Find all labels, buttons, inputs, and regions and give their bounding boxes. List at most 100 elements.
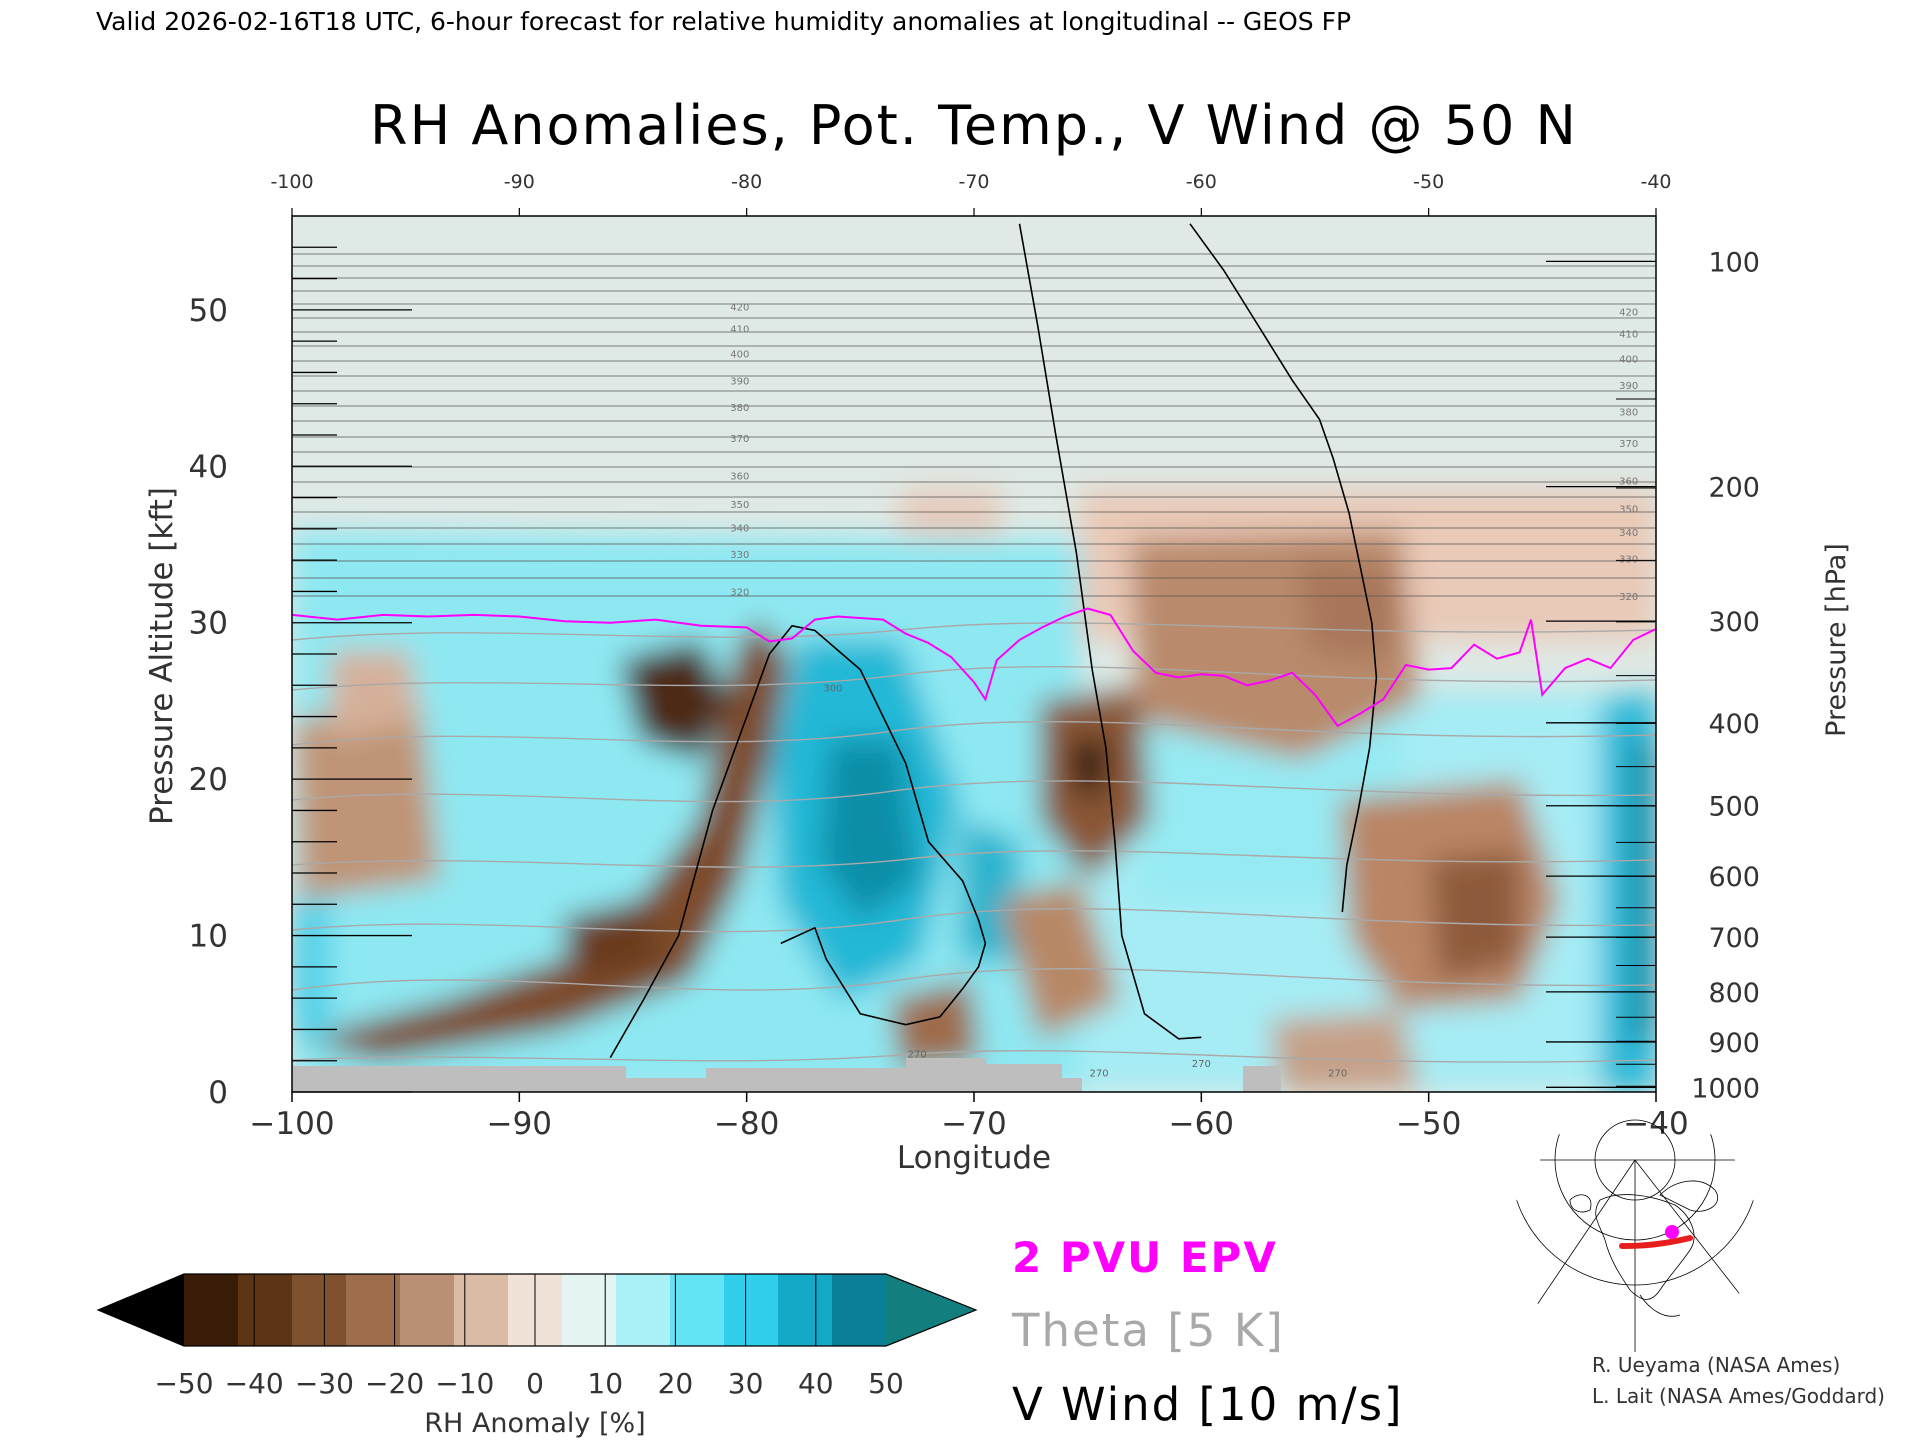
pressure-tick-label: 600 bbox=[1708, 862, 1760, 893]
legend-entry-2: V Wind [10 m/s] bbox=[1012, 1378, 1404, 1431]
pressure-tick-label: 800 bbox=[1708, 978, 1760, 1009]
theta-label: 320 bbox=[730, 587, 749, 598]
theta-label: 420 bbox=[730, 303, 749, 314]
pressure-axis: 100 200 300 400 500 600 700 800 900 1000 bbox=[1546, 247, 1760, 1104]
colorbar-tick-label: 10 bbox=[587, 1367, 623, 1400]
pressure-tick-label: 1000 bbox=[1691, 1073, 1760, 1104]
theta-label: 360 bbox=[1619, 476, 1638, 487]
colorbar-box bbox=[346, 1274, 401, 1346]
colorbar-tick-label: −50 bbox=[154, 1367, 213, 1400]
valid-line: Valid 2026-02-16T18 UTC, 6-hour forecast… bbox=[96, 7, 1351, 36]
colorbar-box bbox=[724, 1274, 779, 1346]
y-tick-label: 40 bbox=[189, 449, 228, 485]
top-tick-label: -100 bbox=[270, 171, 313, 193]
x-tick-label: −40 bbox=[1623, 1106, 1688, 1142]
theta-label: 270 bbox=[908, 1050, 927, 1061]
legend-entry-1: Theta [5 K] bbox=[1011, 1304, 1285, 1357]
y-tick-label: 30 bbox=[189, 606, 228, 642]
theta-label: 340 bbox=[1619, 528, 1638, 539]
x-tick-label: −90 bbox=[487, 1106, 552, 1142]
colorbar-box bbox=[238, 1274, 293, 1346]
x-axis: −100 −90 −80 −70 −60 −50 −40 bbox=[249, 1092, 1689, 1142]
theta-label: 270 bbox=[1089, 1068, 1108, 1079]
y-tick-label: 10 bbox=[189, 919, 228, 955]
top-tick-label: -90 bbox=[504, 171, 535, 193]
top-tick-label: -60 bbox=[1186, 171, 1217, 193]
chart-title: RH Anomalies, Pot. Temp., V Wind @ 50 N bbox=[370, 94, 1578, 157]
epv-2pvu bbox=[292, 607, 1656, 728]
colorbar-box bbox=[670, 1274, 725, 1346]
pressure-axis-label: Pressure [hPa] bbox=[1821, 543, 1852, 737]
map-marker bbox=[1665, 1225, 1679, 1239]
legend-entry-0: 2 PVU EPV bbox=[1012, 1233, 1278, 1282]
locator-map bbox=[1513, 1108, 1758, 1352]
pressure-tick-label: 100 bbox=[1708, 247, 1760, 278]
top-tick-label: -40 bbox=[1640, 171, 1671, 193]
pressure-tick-label: 200 bbox=[1708, 473, 1760, 504]
pressure-tick-label: 700 bbox=[1708, 923, 1760, 954]
theta-strat-lines bbox=[292, 253, 1656, 597]
y-axis: 0 10 20 30 40 50 bbox=[189, 246, 412, 1111]
colorbar-box bbox=[292, 1274, 347, 1346]
terrain-mask bbox=[292, 1058, 1281, 1092]
colorbar-box bbox=[778, 1274, 833, 1346]
top-tick-label: -80 bbox=[731, 171, 762, 193]
theta-label: 400 bbox=[1619, 354, 1638, 365]
theta-label: 390 bbox=[1619, 381, 1638, 392]
top-tick-label: -50 bbox=[1413, 171, 1444, 193]
vwind-contour-line bbox=[609, 624, 987, 1058]
colorbar-tick-label: 20 bbox=[658, 1367, 694, 1400]
credit-lait: L. Lait (NASA Ames/Goddard) bbox=[1592, 1384, 1885, 1408]
map-track bbox=[1619, 1235, 1693, 1249]
colorbar-label: RH Anomaly [%] bbox=[424, 1408, 645, 1439]
theta-label: 380 bbox=[1619, 408, 1638, 419]
x-tick-label: −100 bbox=[249, 1106, 334, 1142]
colorbar: −50 −40 −30 −20 −10 0 10 20 30 40 50 bbox=[96, 1273, 978, 1400]
theta-label: 400 bbox=[730, 350, 749, 361]
rh-anomaly-field bbox=[292, 490, 1656, 1092]
theta-label: 410 bbox=[730, 325, 749, 336]
theta-label: 270 bbox=[1328, 1068, 1347, 1079]
colorbar-tick-label: 0 bbox=[526, 1367, 544, 1400]
pressure-tick-label: 900 bbox=[1708, 1028, 1760, 1059]
pressure-tick-label: 300 bbox=[1708, 607, 1760, 638]
pressure-tick-label: 400 bbox=[1708, 709, 1760, 740]
x-tick-label: −50 bbox=[1396, 1106, 1461, 1142]
colorbar-box bbox=[400, 1274, 455, 1346]
colorbar-tick-label: 50 bbox=[868, 1367, 904, 1400]
y-tick-label: 50 bbox=[189, 293, 228, 329]
plot-area: 420 420 410 410 400 400 390 390 380 380 370 370 360 3… bbox=[292, 216, 1656, 1092]
colorbar-box bbox=[562, 1274, 617, 1346]
theta-label: 300 bbox=[824, 684, 843, 695]
theta-label: 410 bbox=[1619, 329, 1638, 340]
colorbar-tick-label: −30 bbox=[295, 1367, 354, 1400]
vwind-contour-line bbox=[1018, 223, 1202, 1040]
theta-label: 330 bbox=[730, 550, 749, 561]
theta-label: 340 bbox=[730, 523, 749, 534]
colorbar-outline bbox=[96, 1273, 978, 1347]
theta-label: 370 bbox=[1619, 439, 1638, 450]
colorbar-box bbox=[832, 1274, 887, 1346]
theta-label: 350 bbox=[730, 500, 749, 511]
top-axis: -100 -90 -80 -70 -60 -50 -40 bbox=[270, 171, 1672, 216]
theta-label: 320 bbox=[1619, 592, 1638, 603]
theta-label: 270 bbox=[1192, 1059, 1211, 1070]
theta-label: 380 bbox=[730, 403, 749, 414]
credit-ueyama: R. Ueyama (NASA Ames) bbox=[1592, 1353, 1840, 1377]
top-tick-label: -70 bbox=[958, 171, 989, 193]
colorbar-tick-label: 40 bbox=[798, 1367, 834, 1400]
theta-labels: 420 420 410 410 400 400 390 390 380 380 370 370 360 3… bbox=[730, 303, 1638, 1080]
theta-label: 360 bbox=[730, 472, 749, 483]
vwind-contour-line bbox=[1189, 223, 1378, 913]
epv-2pvu-line bbox=[292, 607, 1656, 728]
theta-label: 390 bbox=[730, 376, 749, 387]
x-tick-label: −80 bbox=[714, 1106, 779, 1142]
vwind-contours bbox=[609, 223, 1378, 1058]
colorbar-tick-label: −20 bbox=[365, 1367, 424, 1400]
legend: 2 PVU EPV Theta [5 K] V Wind [10 m/s] bbox=[1011, 1233, 1404, 1431]
y-tick-label: 20 bbox=[189, 762, 228, 798]
colorbar-box bbox=[616, 1274, 671, 1346]
y-axis-label: Pressure Altitude [kft] bbox=[144, 487, 180, 825]
y-tick-label: 0 bbox=[208, 1075, 228, 1111]
